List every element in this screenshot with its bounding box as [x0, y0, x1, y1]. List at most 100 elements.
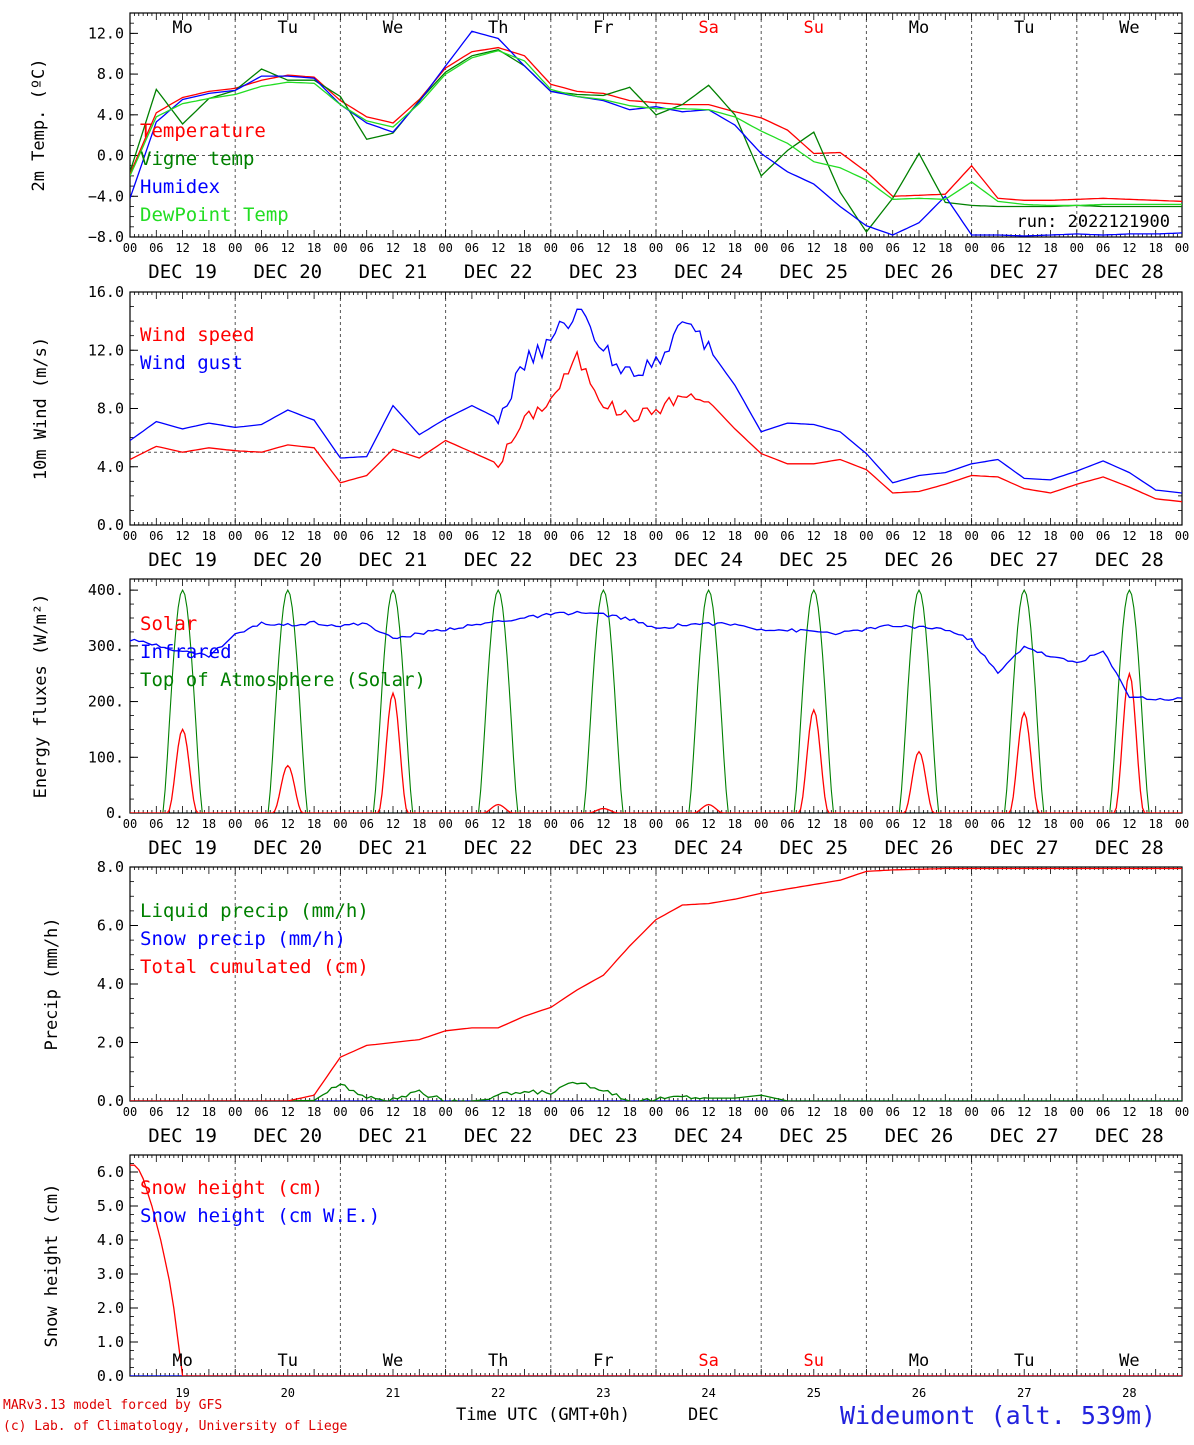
- hour-label: 00: [123, 1105, 137, 1119]
- date-label: DEC 19: [148, 261, 217, 283]
- hour-label: 18: [1043, 1105, 1057, 1119]
- y-tick-label: 8.0: [97, 858, 124, 876]
- legend-entry: Snow height (cm W.E.): [140, 1205, 380, 1227]
- hour-label: 18: [833, 529, 847, 543]
- date-label: DEC 24: [674, 837, 743, 859]
- footer-credit-line2: (c) Lab. of Climatology, University of L…: [3, 1419, 348, 1434]
- hour-label: 18: [833, 241, 847, 255]
- y-tick-label: 0.: [106, 804, 124, 822]
- hour-label: 12: [175, 817, 189, 831]
- hour-label: 12: [1122, 529, 1136, 543]
- hour-label: 00: [649, 241, 663, 255]
- hour-label: 18: [1148, 241, 1162, 255]
- y-tick-label: 12.0: [88, 24, 124, 42]
- hour-label: 12: [1017, 1105, 1031, 1119]
- hour-label: 06: [570, 241, 584, 255]
- hour-label: 12: [491, 1105, 505, 1119]
- hour-label: 12: [281, 817, 295, 831]
- hour-label: 18: [1043, 529, 1057, 543]
- hour-label: 00: [544, 529, 558, 543]
- y-tick-label: 200.: [88, 693, 124, 711]
- hour-label: 06: [359, 817, 373, 831]
- hour-label: 12: [807, 529, 821, 543]
- hour-label: 00: [333, 817, 347, 831]
- y-tick-label: −8.0: [88, 228, 124, 246]
- hour-label: 12: [1017, 817, 1031, 831]
- hour-label: 06: [675, 1105, 689, 1119]
- y-axis-label: Precip (mm/h): [42, 917, 62, 1050]
- date-label: DEC 27: [990, 837, 1059, 859]
- y-tick-label: −4.0: [88, 187, 124, 205]
- hour-label: 00: [333, 241, 347, 255]
- hour-label: 00: [1070, 1105, 1084, 1119]
- hour-label: 12: [596, 817, 610, 831]
- day-name-bottom: Tu: [278, 1351, 298, 1371]
- day-name-bottom: Mo: [172, 1351, 192, 1371]
- date-label: DEC 20: [253, 1125, 322, 1147]
- date-label: DEC 25: [779, 261, 848, 283]
- date-label: DEC 28: [1095, 261, 1164, 283]
- hour-label: 12: [807, 241, 821, 255]
- hour-label: 00: [333, 1105, 347, 1119]
- hour-label: 06: [675, 241, 689, 255]
- hour-label: 12: [1122, 241, 1136, 255]
- day-name-top: Tu: [278, 18, 298, 38]
- date-label: DEC 19: [148, 1125, 217, 1147]
- date-label: DEC 22: [464, 261, 533, 283]
- date-label: DEC 23: [569, 1125, 638, 1147]
- y-axis-label: 2m Temp. (ºC): [29, 58, 49, 191]
- hour-label: 12: [175, 1105, 189, 1119]
- legend-entry: DewPoint Temp: [140, 204, 289, 226]
- panel-energy: 400. 300. 200. 100. 0. Energy fluxes (W/m²) So…: [31, 578, 1189, 859]
- hour-label: 00: [1175, 1105, 1189, 1119]
- hour-label: 06: [1096, 529, 1110, 543]
- hour-label: 06: [885, 1105, 899, 1119]
- hour-label: 18: [1148, 529, 1162, 543]
- hour-label: 18: [307, 1105, 321, 1119]
- hour-label: 06: [359, 1105, 373, 1119]
- hour-label: 18: [833, 817, 847, 831]
- hour-label: 18: [622, 817, 636, 831]
- hour-label: 12: [912, 817, 926, 831]
- y-tick-label: 4.0: [97, 106, 124, 124]
- day-name-bottom: Mo: [909, 1351, 929, 1371]
- hour-label: 12: [1017, 241, 1031, 255]
- hour-label: 12: [491, 817, 505, 831]
- hour-label: 00: [754, 817, 768, 831]
- y-tick-label: 12.0: [88, 341, 124, 359]
- hour-label: 18: [202, 817, 216, 831]
- hour-label: 00: [123, 817, 137, 831]
- hour-label: 18: [938, 529, 952, 543]
- date-label: DEC 21: [359, 837, 428, 859]
- hour-label: 06: [885, 529, 899, 543]
- hour-label: 18: [412, 241, 426, 255]
- hour-label: 12: [701, 1105, 715, 1119]
- hour-label: 12: [701, 241, 715, 255]
- date-label: DEC 26: [885, 1125, 954, 1147]
- y-tick-label: 0.0: [97, 516, 124, 534]
- hour-label: 18: [202, 529, 216, 543]
- date-label: DEC 27: [990, 261, 1059, 283]
- hour-label: 18: [728, 817, 742, 831]
- hour-label: 00: [1175, 817, 1189, 831]
- hour-label: 06: [149, 529, 163, 543]
- hour-label: 12: [1017, 529, 1031, 543]
- y-tick-label: 2.0: [97, 1299, 124, 1317]
- hour-label: 00: [228, 241, 242, 255]
- day-name-top: Fr: [593, 18, 613, 38]
- hour-label: 06: [991, 1105, 1005, 1119]
- day-name-bottom: Th: [488, 1351, 508, 1371]
- hour-label: 06: [149, 817, 163, 831]
- date-label: DEC 27: [990, 1125, 1059, 1147]
- panel-precip: 8.0 6.0 4.0 2.0 0.0 Precip (mm/h) Liquid preci…: [42, 858, 1189, 1147]
- legend-entry: Total cumulated (cm): [140, 956, 369, 978]
- hour-label: 00: [123, 241, 137, 255]
- hour-label: 00: [859, 817, 873, 831]
- series-line-humidex: [130, 30, 1182, 237]
- day-name-bottom: Sa: [698, 1351, 718, 1371]
- y-tick-label: 6.0: [97, 1163, 124, 1181]
- day-number: 19: [175, 1386, 189, 1400]
- series-line-vigne: [130, 49, 1182, 234]
- hour-label: 00: [754, 241, 768, 255]
- hour-label: 18: [728, 241, 742, 255]
